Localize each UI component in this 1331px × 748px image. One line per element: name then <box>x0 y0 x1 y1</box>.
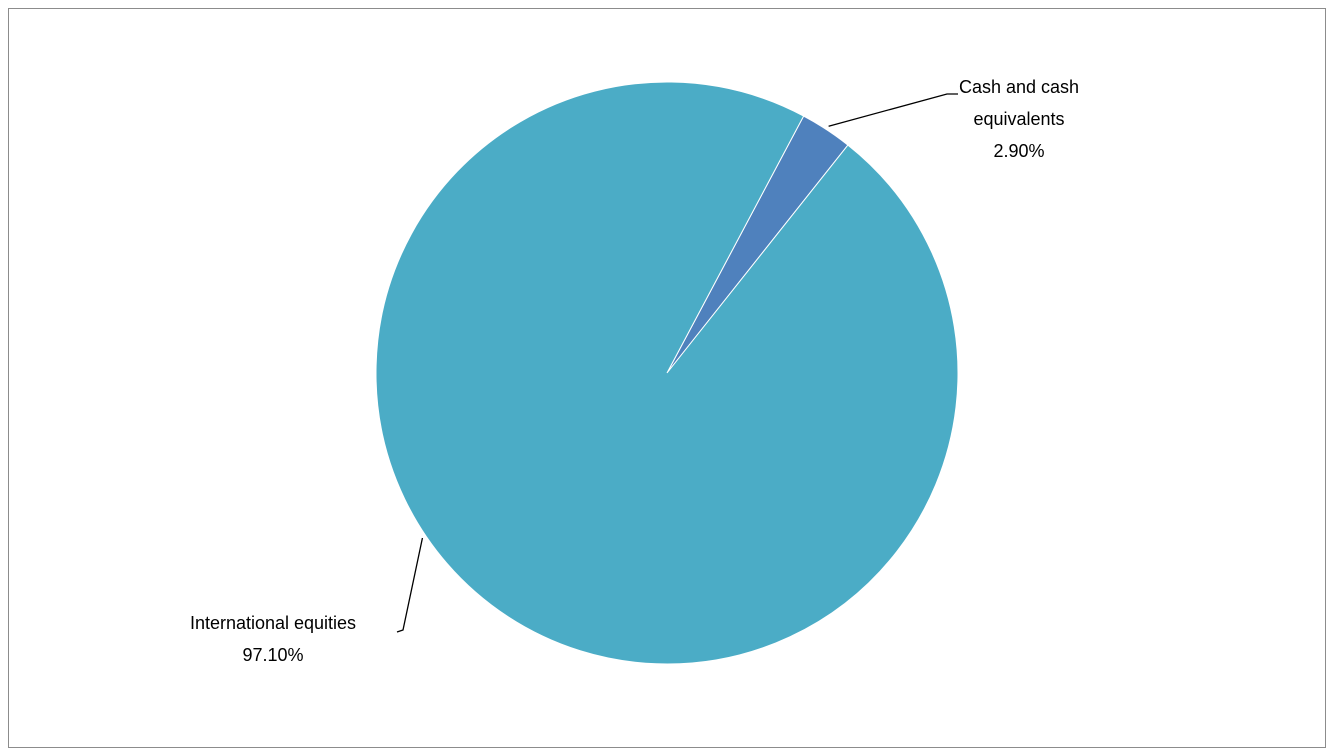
slice-label-cash-value: 2.90% <box>993 141 1044 161</box>
leader-line-cash-and-cash-equivalents <box>828 93 958 127</box>
slices-layer <box>375 81 959 665</box>
slice-label-equities-value: 97.10% <box>242 645 303 665</box>
pie-slice-international-equities <box>375 81 959 665</box>
slice-label-equities-line-1: International equities <box>190 613 356 633</box>
slice-label-cash: Cash and cash equivalents 2.90% <box>959 77 1079 161</box>
slice-label-cash-line-1: Cash and cash <box>959 77 1079 97</box>
leader-lines-layer <box>396 93 958 633</box>
slice-label-equities: International equities 97.10% <box>190 613 356 665</box>
leader-line-international-equities <box>396 537 424 633</box>
slice-label-cash-line-2: equivalents <box>973 109 1064 129</box>
pie-chart: Cash and cash equivalents 2.90% Internat… <box>190 77 1079 665</box>
